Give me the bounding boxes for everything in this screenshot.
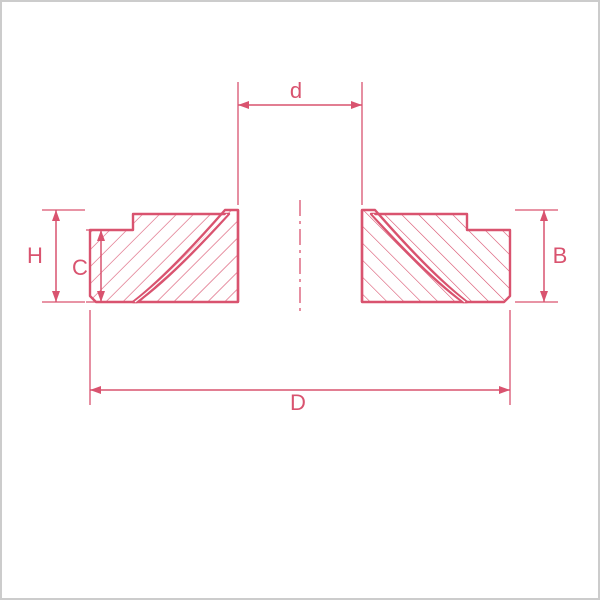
- dimension-label: C: [72, 255, 88, 280]
- bearing-cross-section-diagram: d D H C B: [0, 0, 600, 600]
- dimension-label: d: [290, 78, 302, 103]
- dimension-label: B: [553, 243, 568, 268]
- dimension-label: D: [290, 390, 306, 415]
- dimension-label: H: [27, 243, 43, 268]
